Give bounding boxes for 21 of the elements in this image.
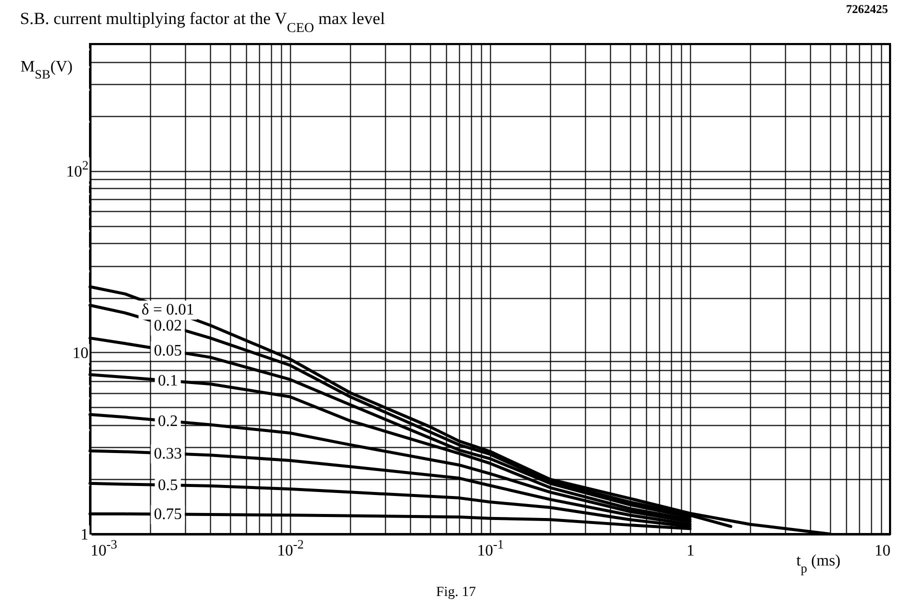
series-label: 0.33 <box>154 445 182 462</box>
caption: Fig. 17 <box>435 585 477 601</box>
x-tick-label: 10$^{-3}$ <box>90 538 118 560</box>
y-tick-label: 10$^{2}$ <box>66 158 88 180</box>
chart-title: S.B. current multiplying factor at the V$_{CEO}$ max level <box>20 9 386 34</box>
series-label: δ = 0.01 <box>142 302 194 319</box>
y-axis-title: M$_{SB}$(V) <box>20 58 73 82</box>
x-tick-label: 10$^{-1}$ <box>477 538 504 560</box>
series-label: 0.75 <box>154 506 182 524</box>
x-tick-label: 10$^{-2}$ <box>277 538 304 560</box>
text: 7262425 <box>846 2 888 17</box>
y-tick-label: 10 <box>72 344 88 362</box>
x-axis-title: t$_{p}$ (ms) <box>796 552 840 576</box>
series-label: 0.5 <box>158 477 178 494</box>
series-label: 0.1 <box>158 372 178 390</box>
series-label: 0.05 <box>154 342 182 360</box>
series-label: 0.2 <box>158 412 178 430</box>
x-tick-label: 10 <box>874 542 890 560</box>
series-label: 0.02 <box>154 318 182 335</box>
x-tick-label: 1 <box>686 542 694 560</box>
y-tick-label: 1 <box>80 526 88 544</box>
